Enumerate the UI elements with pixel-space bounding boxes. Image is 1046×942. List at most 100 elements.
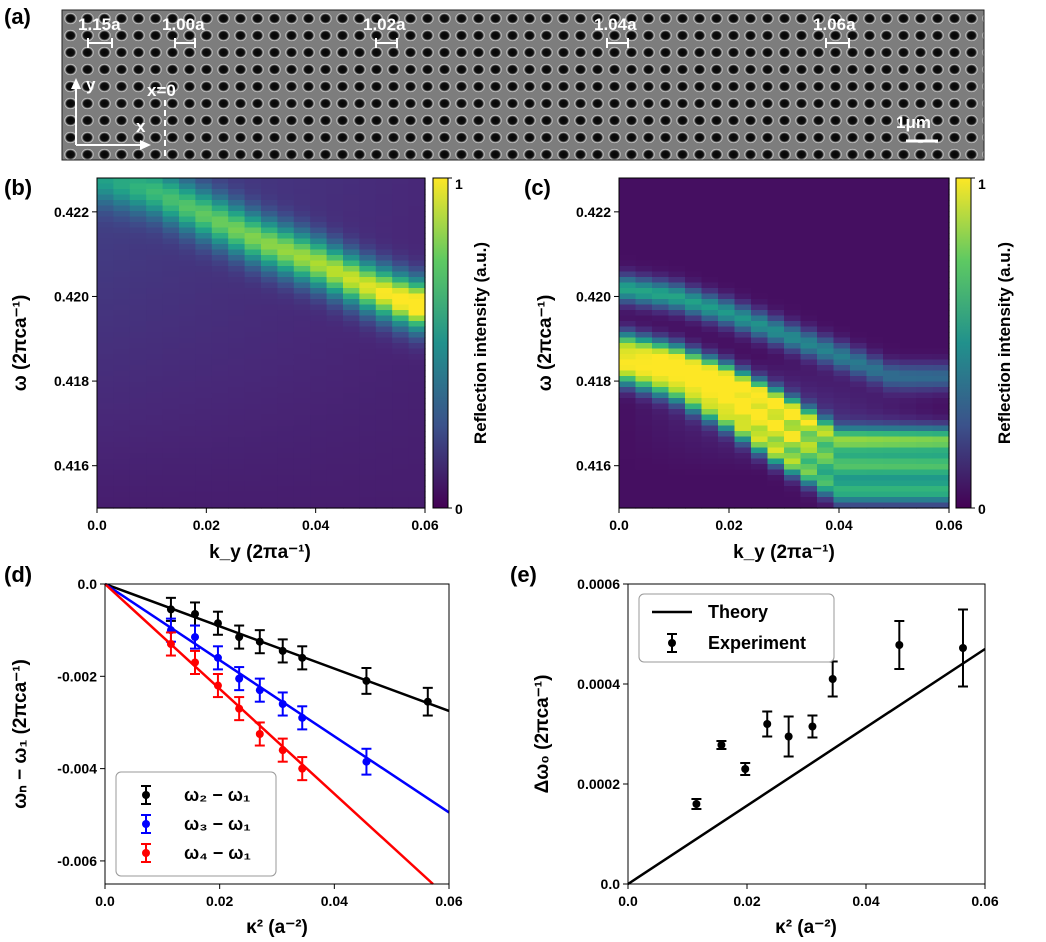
heatmap-c-cell	[883, 337, 901, 344]
heatmap-b-cell	[195, 403, 213, 410]
heatmap-c-cell	[652, 321, 670, 328]
heatmap-c-cell	[685, 425, 703, 432]
heatmap-b-cell	[310, 266, 328, 273]
heatmap-b-cell	[277, 436, 295, 443]
heatmap-b-cell	[375, 233, 393, 240]
heatmap-b-cell	[277, 447, 295, 454]
heatmap-c-cell	[850, 398, 868, 405]
heatmap-b-cell	[113, 255, 131, 262]
heatmap-b-cell	[293, 447, 311, 454]
heatmap-c-cell	[718, 392, 736, 399]
heatmap-c-cell	[784, 183, 802, 190]
heatmap-b-cell	[326, 315, 344, 322]
heatmap-c-cell	[800, 381, 818, 388]
heatmap-c-cell	[685, 436, 703, 443]
heatmap-b-cell	[211, 326, 229, 333]
heatmap-b-cell	[113, 200, 131, 207]
heatmap-c-cell	[718, 194, 736, 201]
heatmap-b-cell	[326, 321, 344, 328]
heatmap-c-cell	[932, 227, 950, 234]
heatmap-b-cell	[277, 194, 295, 201]
heatmap-c-cell	[718, 271, 736, 278]
colorbar-b-min: 0	[455, 501, 463, 517]
heatmap-b-cell	[97, 194, 114, 201]
heatmap-b-cell	[326, 464, 344, 471]
heatmap-c-cell	[668, 502, 686, 509]
heatmap-b-cell	[244, 425, 262, 432]
heatmap-b-cell	[261, 348, 278, 355]
heatmap-c-cell	[685, 238, 703, 245]
heatmap-c-cell	[701, 414, 719, 421]
heatmap-c-cell	[652, 409, 670, 416]
heatmap-c-ytick-label-3: 0.420	[576, 288, 611, 304]
heatmap-c-cell	[800, 337, 818, 344]
heatmap-c-cell	[652, 277, 670, 284]
heatmap-c-cell	[652, 469, 670, 476]
heatmap-b-cell	[195, 326, 213, 333]
heatmap-b-cell	[261, 255, 278, 262]
heatmap-c-cell	[619, 282, 637, 289]
heatmap-c-cell	[916, 326, 934, 333]
heatmap-c-xlabel: k_y (2πa⁻¹)	[733, 542, 835, 563]
heatmap-b-cell	[179, 337, 196, 344]
heatmap-b-cell	[162, 337, 180, 344]
colorbar-c	[955, 177, 972, 509]
heatmap-c-cell	[652, 370, 670, 377]
heatmap-b-cell	[146, 337, 164, 344]
heatmap-c-cell	[685, 211, 703, 218]
heatmap-c-cell	[767, 469, 785, 476]
heatmap-b-cell	[277, 288, 295, 295]
heatmap-c-cell	[685, 233, 703, 240]
heatmap-c-cell	[685, 200, 703, 207]
heatmap-b-cell	[228, 436, 246, 443]
heatmap-c-cell	[817, 282, 835, 289]
heatmap-b-cell	[326, 288, 344, 295]
heatmap-c-cell	[784, 205, 802, 212]
heatmap-c-cell	[668, 244, 686, 251]
heatmap-c-cell	[701, 315, 719, 322]
heatmap-b-cell	[195, 266, 213, 273]
heatmap-b-cell	[326, 293, 344, 300]
heatmap-b-cell	[277, 271, 295, 278]
heatmap-b-cell	[195, 425, 213, 432]
heatmap-b-cell	[146, 359, 164, 366]
heatmap-c-cell	[734, 387, 752, 394]
heatmap-b-cell	[375, 205, 393, 212]
heatmap-c-cell	[866, 293, 884, 300]
heatmap-b-cell	[359, 480, 377, 487]
heatmap-b-cell	[211, 447, 229, 454]
heatmap-c-cell	[883, 238, 901, 245]
heatmap-b-cell	[359, 370, 377, 377]
heatmap-b-cell	[162, 392, 180, 399]
heatmap-b-cell	[97, 348, 114, 355]
heatmap-c-cell	[668, 387, 686, 394]
heatmap-c-cell	[718, 387, 736, 394]
heatmap-b-cell	[293, 260, 311, 267]
heatmap-c-cell	[734, 222, 752, 229]
heatmap-b-cell	[113, 453, 131, 460]
heatmap-c-cell	[833, 502, 851, 509]
heatmap-b-cell	[162, 178, 180, 185]
heatmap-c-cell	[833, 420, 851, 427]
heatmap-b-cell	[326, 376, 344, 383]
heatmap-b-cell	[162, 200, 180, 207]
heatmap-c-cell	[635, 310, 653, 317]
heatmap-b-cell	[343, 343, 360, 350]
heatmap-b-cell	[261, 299, 278, 306]
heatmap-c-cell	[784, 288, 802, 295]
heatmap-b-cell	[97, 227, 114, 234]
heatmap-c-cell	[883, 414, 901, 421]
heatmap-c-cell	[833, 365, 851, 372]
heatmap-b-cell	[113, 376, 131, 383]
heatmap-c-cell	[833, 321, 851, 328]
heatmap-b-cell	[343, 249, 360, 256]
heatmap-b-cell	[310, 332, 328, 339]
scatter-e-ytick-label-4: 0.0006	[577, 576, 620, 592]
heatmap-c-cell	[635, 244, 653, 251]
heatmap-b-cell	[343, 403, 360, 410]
heatmap-b-cell	[162, 266, 180, 273]
heatmap-b-cell	[293, 502, 311, 509]
heatmap-b-cell	[277, 431, 295, 438]
